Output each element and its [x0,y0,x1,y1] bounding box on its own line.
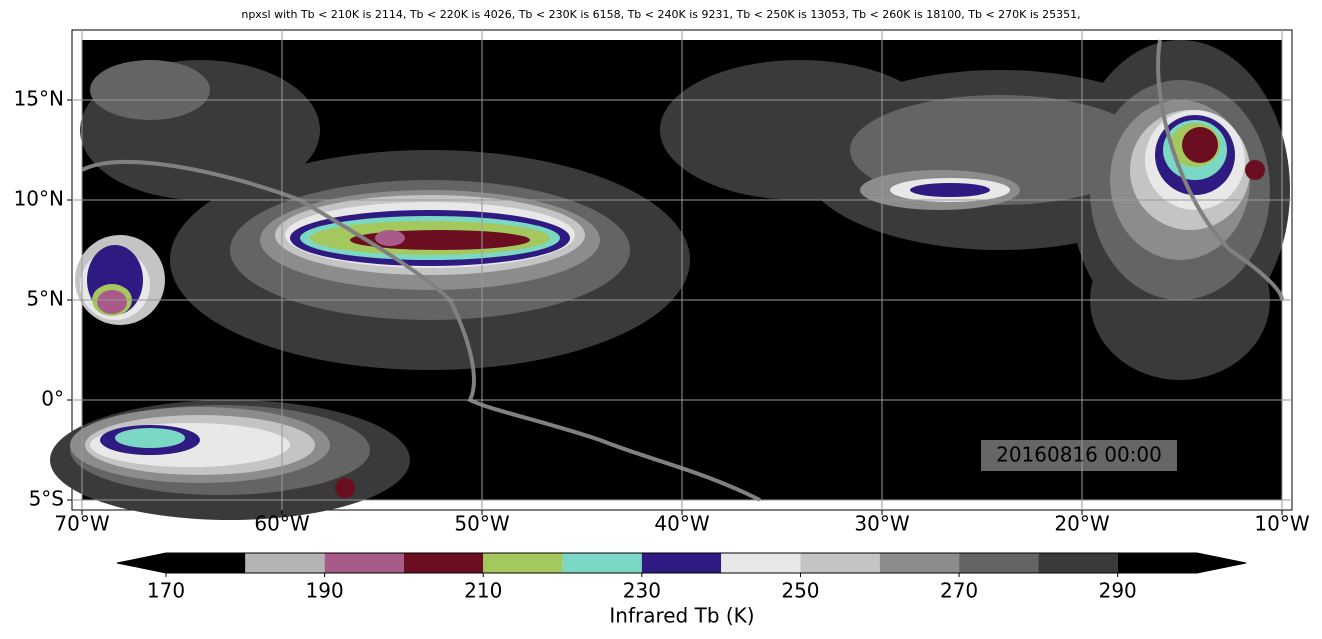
colorbar-tick-label: 210 [464,579,502,603]
colorbar-tick-label: 250 [781,579,819,603]
coast-line [81,160,761,502]
cloud-contour [1245,160,1265,180]
x-tick-label: 70°W [54,512,109,536]
colorbar-segment [324,553,404,573]
x-tick-label: 50°W [454,512,509,536]
chart-title: npxsl with Tb < 210K is 2114, Tb < 220K … [241,8,1080,21]
cloud-contour [1182,127,1218,163]
coastline [81,39,1284,502]
cloud-contour [335,478,355,498]
annotation: 20160816 00:00 [996,443,1162,467]
colorbar-tick-label: 270 [940,579,978,603]
cloud-field [50,40,1290,520]
colorbar-segment [959,553,1039,573]
x-tick-label: 40°W [654,512,709,536]
cloud-contour [90,60,210,120]
cloud-contour [97,290,127,314]
y-tick-label: 5°S [29,487,64,511]
colorbar-segment [800,553,880,573]
colorbar-segment [483,553,563,573]
y-tick-label: 15°N [14,87,64,111]
x-tick-label: 30°W [854,512,909,536]
annotation-box [981,440,1177,471]
colorbar-segment [166,553,246,573]
colorbar-segment [641,553,722,573]
colorbar-segment [562,553,642,573]
x-tick-label: 10°W [1254,512,1309,536]
colorbar-tick-label: 170 [147,579,185,603]
colorbar-tick-label: 190 [306,579,344,603]
coast-line [1156,39,1284,301]
y-tick-label: 5°N [26,287,64,311]
colorbar-tick-label: 290 [1099,579,1137,603]
cloud-contour [375,230,405,246]
colorbar-segment [403,553,484,573]
colorbar-tick-label: 230 [623,579,661,603]
colorbar-segment [879,553,960,573]
cloud-contour [115,428,185,448]
colorbar-segment [1117,553,1197,573]
x-tick-label: 60°W [254,512,309,536]
x-tick-label: 20°W [1054,512,1109,536]
colorbar-extend [1197,553,1246,573]
cloud-contour [910,183,990,197]
colorbar-extend [117,553,166,573]
colorbar-label: Infrared Tb (K) [609,604,754,628]
colorbar-segment [245,553,325,573]
y-tick-label: 0° [41,387,64,411]
colorbar-segment [1038,553,1118,573]
colorbar-segment [721,553,801,573]
y-tick-label: 10°N [14,187,64,211]
